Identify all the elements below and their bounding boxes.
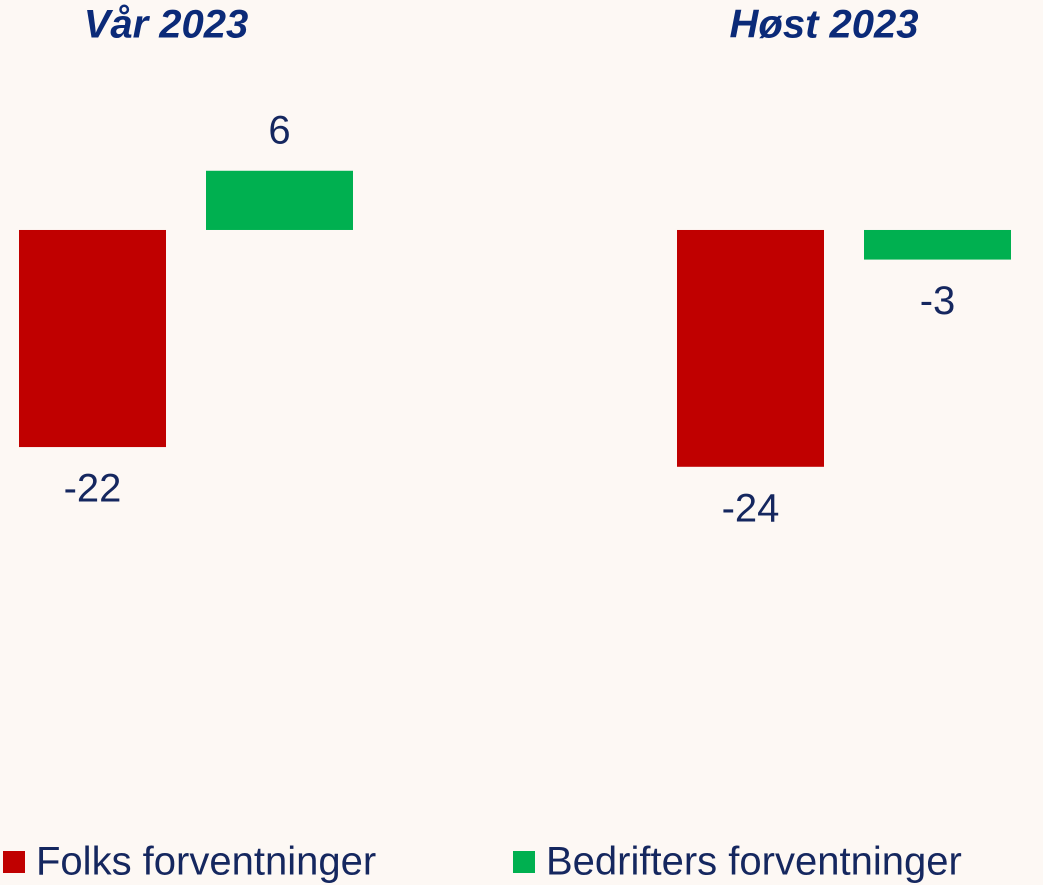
category-title: Vår 2023 xyxy=(84,3,249,47)
legend-label: Folks forventninger xyxy=(36,840,376,884)
bar xyxy=(677,229,824,467)
legend-swatch xyxy=(3,851,25,873)
value-label: 6 xyxy=(268,108,290,152)
value-label: -24 xyxy=(722,486,780,530)
legend-label: Bedrifters forventninger xyxy=(546,840,962,884)
category-title: Høst 2023 xyxy=(730,3,919,47)
bar xyxy=(19,229,166,448)
value-label: -3 xyxy=(920,279,956,323)
bar xyxy=(206,170,353,230)
bar xyxy=(864,229,1011,260)
legend-swatch xyxy=(513,851,535,873)
value-label: -22 xyxy=(64,467,122,511)
